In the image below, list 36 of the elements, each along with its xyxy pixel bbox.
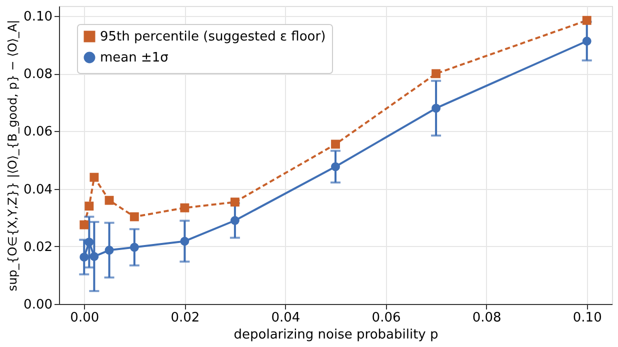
point (180, 236, 190, 246)
x-tick-label: 0.04 (271, 310, 300, 326)
point (432, 104, 441, 113)
point (104, 196, 114, 205)
y-tick-label: 0.04 (24, 182, 52, 198)
point (582, 36, 592, 46)
y-tick-label: 0.06 (24, 124, 52, 140)
point (104, 246, 114, 255)
y-tick-label: 0.00 (24, 298, 52, 312)
point (84, 202, 94, 211)
y-tick-label: 0.08 (24, 67, 52, 82)
point (230, 216, 240, 225)
y-tick-label: 0.10 (24, 10, 52, 25)
point (331, 140, 340, 149)
y-axis-title: sup_{O∈{X,Y,Z}} |⟨O⟩_{B_good, p} − ⟨O⟩_A| (6, 20, 20, 292)
point (130, 242, 139, 252)
x-tick-label: 0.10 (572, 310, 602, 326)
point (84, 238, 94, 247)
point (90, 252, 99, 261)
point (180, 203, 190, 212)
x-tick-label: 0.00 (70, 310, 100, 326)
x-tick-label: 0.06 (372, 310, 401, 326)
point (80, 220, 89, 230)
legend-label: mean ±1σ (100, 50, 168, 66)
legend-label: 95th percentile (suggested ε floor) (100, 30, 326, 44)
point (582, 16, 592, 25)
point (432, 69, 441, 78)
point (80, 252, 89, 262)
point (90, 172, 99, 182)
x-axis-title: depolarizing noise probability p (234, 328, 438, 342)
x-tick-label: 0.08 (472, 310, 502, 326)
x-tick-label: 0.02 (170, 310, 200, 326)
point (130, 212, 139, 222)
point (230, 198, 240, 207)
y-tick-label: 0.02 (24, 240, 52, 255)
point (331, 162, 340, 172)
